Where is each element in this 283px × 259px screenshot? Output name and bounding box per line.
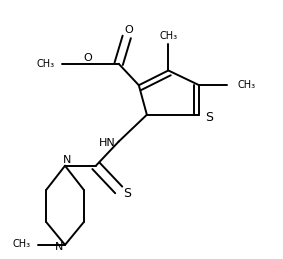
- Text: HN: HN: [99, 138, 116, 148]
- Text: O: O: [83, 53, 92, 63]
- Text: S: S: [205, 111, 213, 124]
- Text: CH₃: CH₃: [159, 31, 177, 41]
- Text: CH₃: CH₃: [237, 80, 256, 90]
- Text: O: O: [125, 25, 133, 35]
- Text: N: N: [63, 155, 71, 165]
- Text: CH₃: CH₃: [37, 59, 55, 69]
- Text: CH₃: CH₃: [12, 239, 30, 249]
- Text: N: N: [55, 242, 64, 252]
- Text: S: S: [123, 186, 131, 200]
